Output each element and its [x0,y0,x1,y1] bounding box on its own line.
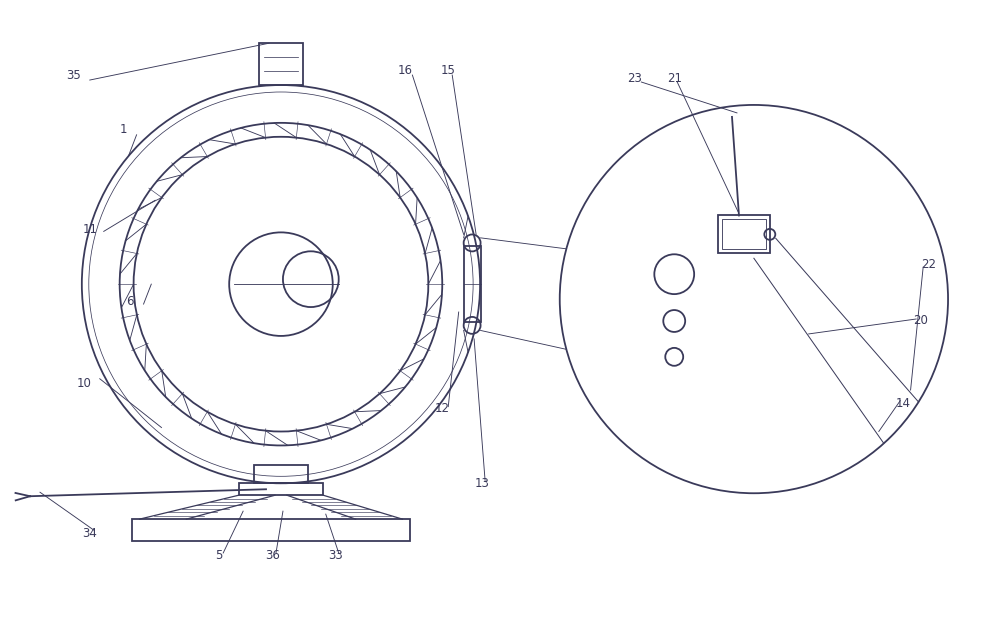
Text: 35: 35 [66,68,81,82]
Text: 13: 13 [475,477,490,489]
Text: 12: 12 [435,402,450,415]
Text: 11: 11 [82,223,97,236]
Text: 15: 15 [441,64,456,77]
Text: 21: 21 [667,72,682,84]
Bar [722,219,766,249]
Text: 33: 33 [328,550,343,562]
Text: 14: 14 [896,397,911,410]
Bar [254,465,308,483]
Text: 34: 34 [82,527,97,539]
Text: 22: 22 [921,258,936,271]
Text: 16: 16 [398,64,413,77]
Text: 6: 6 [126,295,133,307]
Text: 10: 10 [76,377,91,390]
Text: 1: 1 [120,123,127,136]
Text: 20: 20 [913,314,928,328]
Bar [239,483,323,495]
Bar [259,43,303,85]
Bar [132,519,410,541]
Text: 36: 36 [266,550,280,562]
Bar [718,215,770,253]
Text: 5: 5 [216,550,223,562]
Text: 23: 23 [627,72,642,84]
Bar [464,246,481,322]
